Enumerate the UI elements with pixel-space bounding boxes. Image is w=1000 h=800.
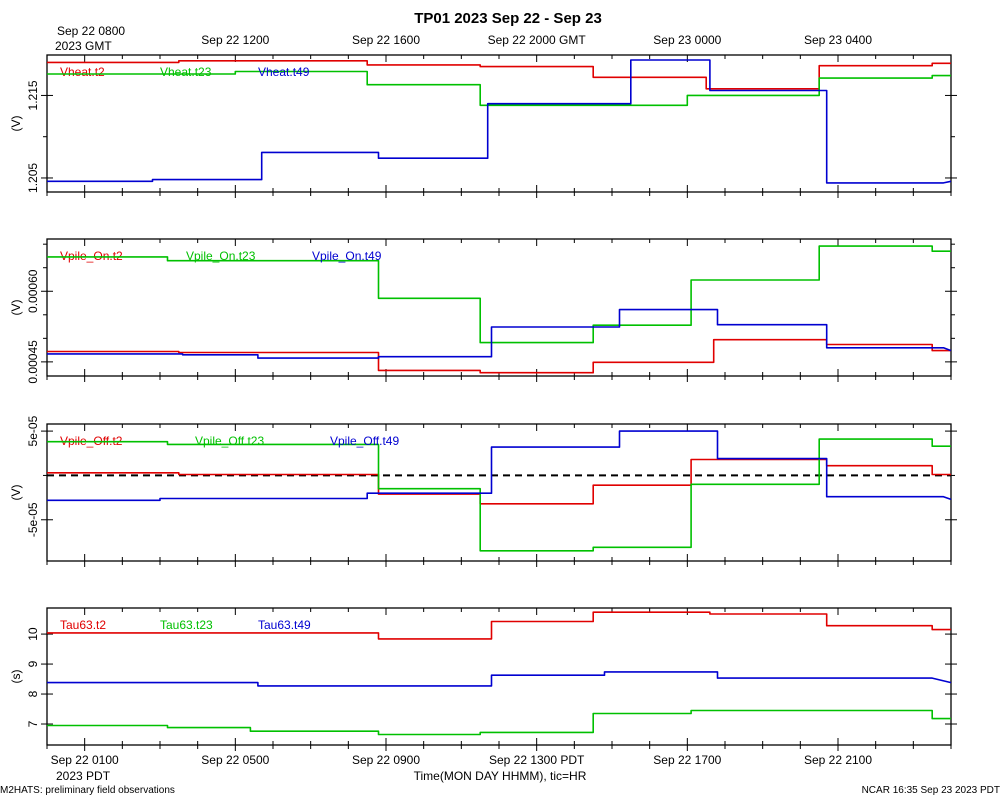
y-tick-label: 0.00045 <box>26 340 40 384</box>
y-tick-label: 8 <box>26 690 40 697</box>
legend-entry: Vheat.t23 <box>160 65 212 79</box>
series-line-tau63-t2 <box>47 611 951 640</box>
bottom-axis-corner-label: 2023 PDT <box>56 769 111 783</box>
y-tick-label: -5e-05 <box>26 502 40 537</box>
y-tick-label: 1.205 <box>26 163 40 193</box>
bottom-axis-tick-label: Sep 22 0500 <box>201 753 269 767</box>
panel-2: 0.00045 0.00060(V) Vpile_On.t2 Vpile_On.t23… <box>9 238 957 384</box>
series-line-vheat-t49 <box>47 59 952 184</box>
bottom-axis-tick-label: Sep 22 0900 <box>352 753 420 767</box>
y-tick-label: 5e-05 <box>26 415 40 446</box>
legend-entry: Tau63.t49 <box>258 618 311 632</box>
top-axis-corner-label-line1: Sep 22 0800 <box>57 24 125 38</box>
bottom-axis-tick-label: Sep 22 2100 <box>804 753 872 767</box>
legend-entry: Vpile_On.t2 <box>60 249 123 263</box>
panel-4: 7 8 9 10 (s) Tau63.t2 Tau63.t23 Tau63.t49 <box>9 607 957 751</box>
y-axis-label: (V) <box>9 485 23 501</box>
y-tick-label: 10 <box>26 627 40 641</box>
legend-entry: Vheat.t2 <box>60 65 105 79</box>
legend-entry: Vpile_Off.t49 <box>330 434 399 448</box>
y-tick-label: 9 <box>26 660 40 667</box>
bottom-axis-tick-label: Sep 22 1300 PDT <box>489 753 585 767</box>
legend-entry: Tau63.t2 <box>60 618 106 632</box>
footer-right-note: NCAR 16:35 Sep 23 2023 PDT <box>862 785 1000 796</box>
series-line-vpile-on-t49 <box>47 308 952 359</box>
series-line-vpile-off-t23 <box>47 438 951 552</box>
y-tick-label: 1.215 <box>26 80 40 110</box>
footer-left-note: M2HATS: preliminary field observations <box>0 785 175 796</box>
top-axis-tick-label: Sep 23 0400 <box>804 33 872 47</box>
legend-entry: Vpile_Off.t23 <box>195 434 264 448</box>
y-axis-label: (V) <box>9 300 23 316</box>
legend-entry: Vpile_On.t23 <box>186 249 256 263</box>
chart-title: TP01 2023 Sep 22 - Sep 23 <box>414 10 602 27</box>
series-line-vheat-t2 <box>47 59 951 90</box>
top-axis-tick-label: Sep 22 1200 <box>201 33 269 47</box>
top-axis-tick-label: Sep 22 2000 GMT <box>488 33 587 47</box>
series-line-vheat-t23 <box>47 70 951 107</box>
top-axis-tick-label: Sep 23 0000 <box>653 33 721 47</box>
y-axis-label: (s) <box>9 670 23 684</box>
series-line-vpile-on-t2 <box>47 338 951 374</box>
bottom-axis-tick-label: Sep 22 1700 <box>653 753 721 767</box>
series-line-vpile-off-t49 <box>47 430 952 502</box>
bottom-axis-tick-label: Sep 22 0100 <box>51 753 119 767</box>
y-axis-label: (V) <box>9 116 23 132</box>
top-axis-corner-label-line2: 2023 GMT <box>55 39 112 53</box>
series-line-tau63-t23 <box>47 709 951 736</box>
legend-entry: Vpile_On.t49 <box>312 249 382 263</box>
legend-entry: Vheat.t49 <box>258 65 310 79</box>
y-tick-label: 0.00060 <box>26 269 40 313</box>
y-tick-label: 7 <box>26 720 40 727</box>
series-line-tau63-t49 <box>47 671 952 687</box>
series-line-vpile-off-t2 <box>47 458 951 505</box>
panel-1: 1.205 1.215(V) Vheat.t2 Vheat.t23 Vheat.t49 <box>9 54 957 198</box>
legend-entry: Tau63.t23 <box>160 618 213 632</box>
series-line-vpile-on-t23 <box>47 245 951 344</box>
bottom-axis-tick-labels: Sep 22 0100 Sep 22 0500 Sep 22 0900 Sep 22 … <box>51 753 873 767</box>
top-axis-tick-labels: Sep 22 1200 Sep 22 1600 Sep 22 2000 GMT Sep… <box>201 33 872 47</box>
top-axis-tick-label: Sep 22 1600 <box>352 33 420 47</box>
x-axis-label: Time(MON DAY HHMM), tic=HR <box>414 769 587 783</box>
